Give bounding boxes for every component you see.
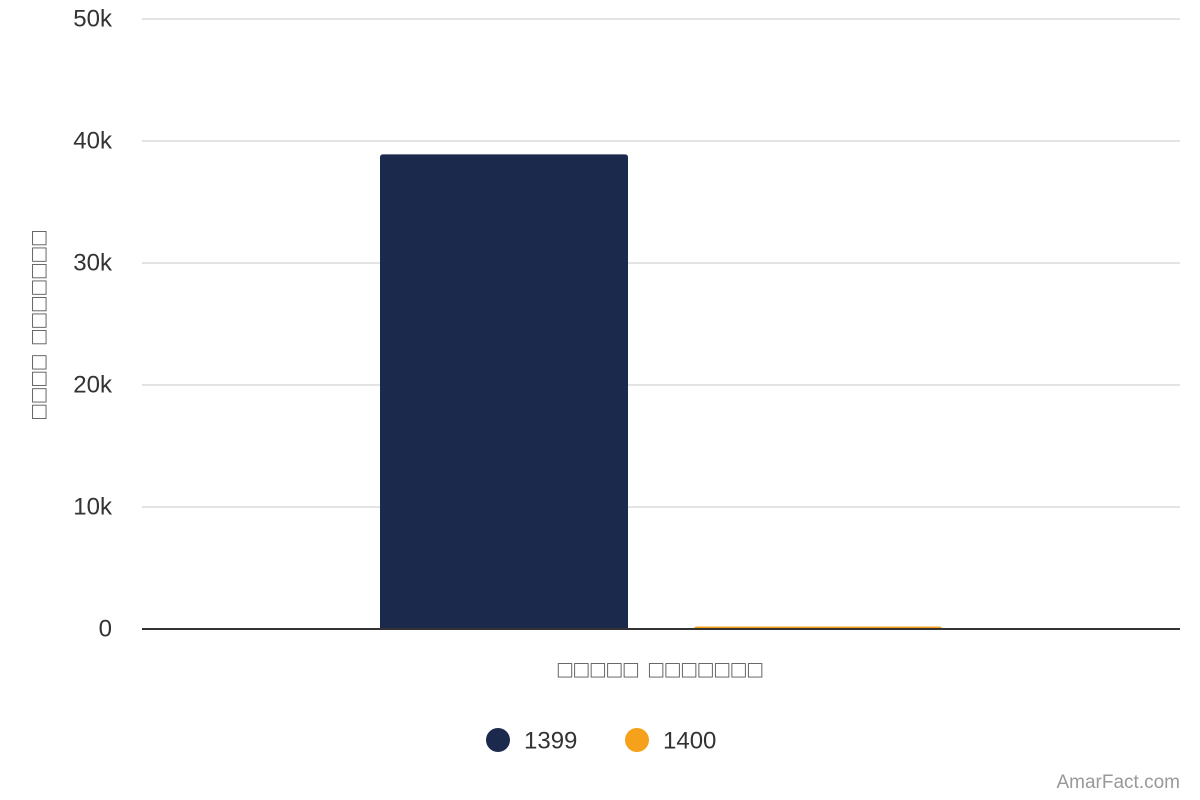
y-tick-label: 40k xyxy=(73,127,113,154)
legend-label: 1400 xyxy=(663,727,716,754)
y-tick-label: 20k xyxy=(73,371,113,398)
watermark: AmarFact.com xyxy=(1056,772,1180,793)
legend-label: 1399 xyxy=(524,727,577,754)
y-tick-label: 50k xyxy=(73,5,113,32)
y-tick-label: 0 xyxy=(99,615,112,642)
bar xyxy=(380,154,628,630)
x-axis-title: □□□□□ □□□□□□□ xyxy=(558,656,765,683)
y-tick-label: 30k xyxy=(73,249,113,276)
y-tick-label: 10k xyxy=(73,493,113,520)
legend-marker xyxy=(486,728,510,752)
y-axis-title: □□□□ □□□□□□□ xyxy=(25,229,52,419)
legend-marker xyxy=(625,728,649,752)
